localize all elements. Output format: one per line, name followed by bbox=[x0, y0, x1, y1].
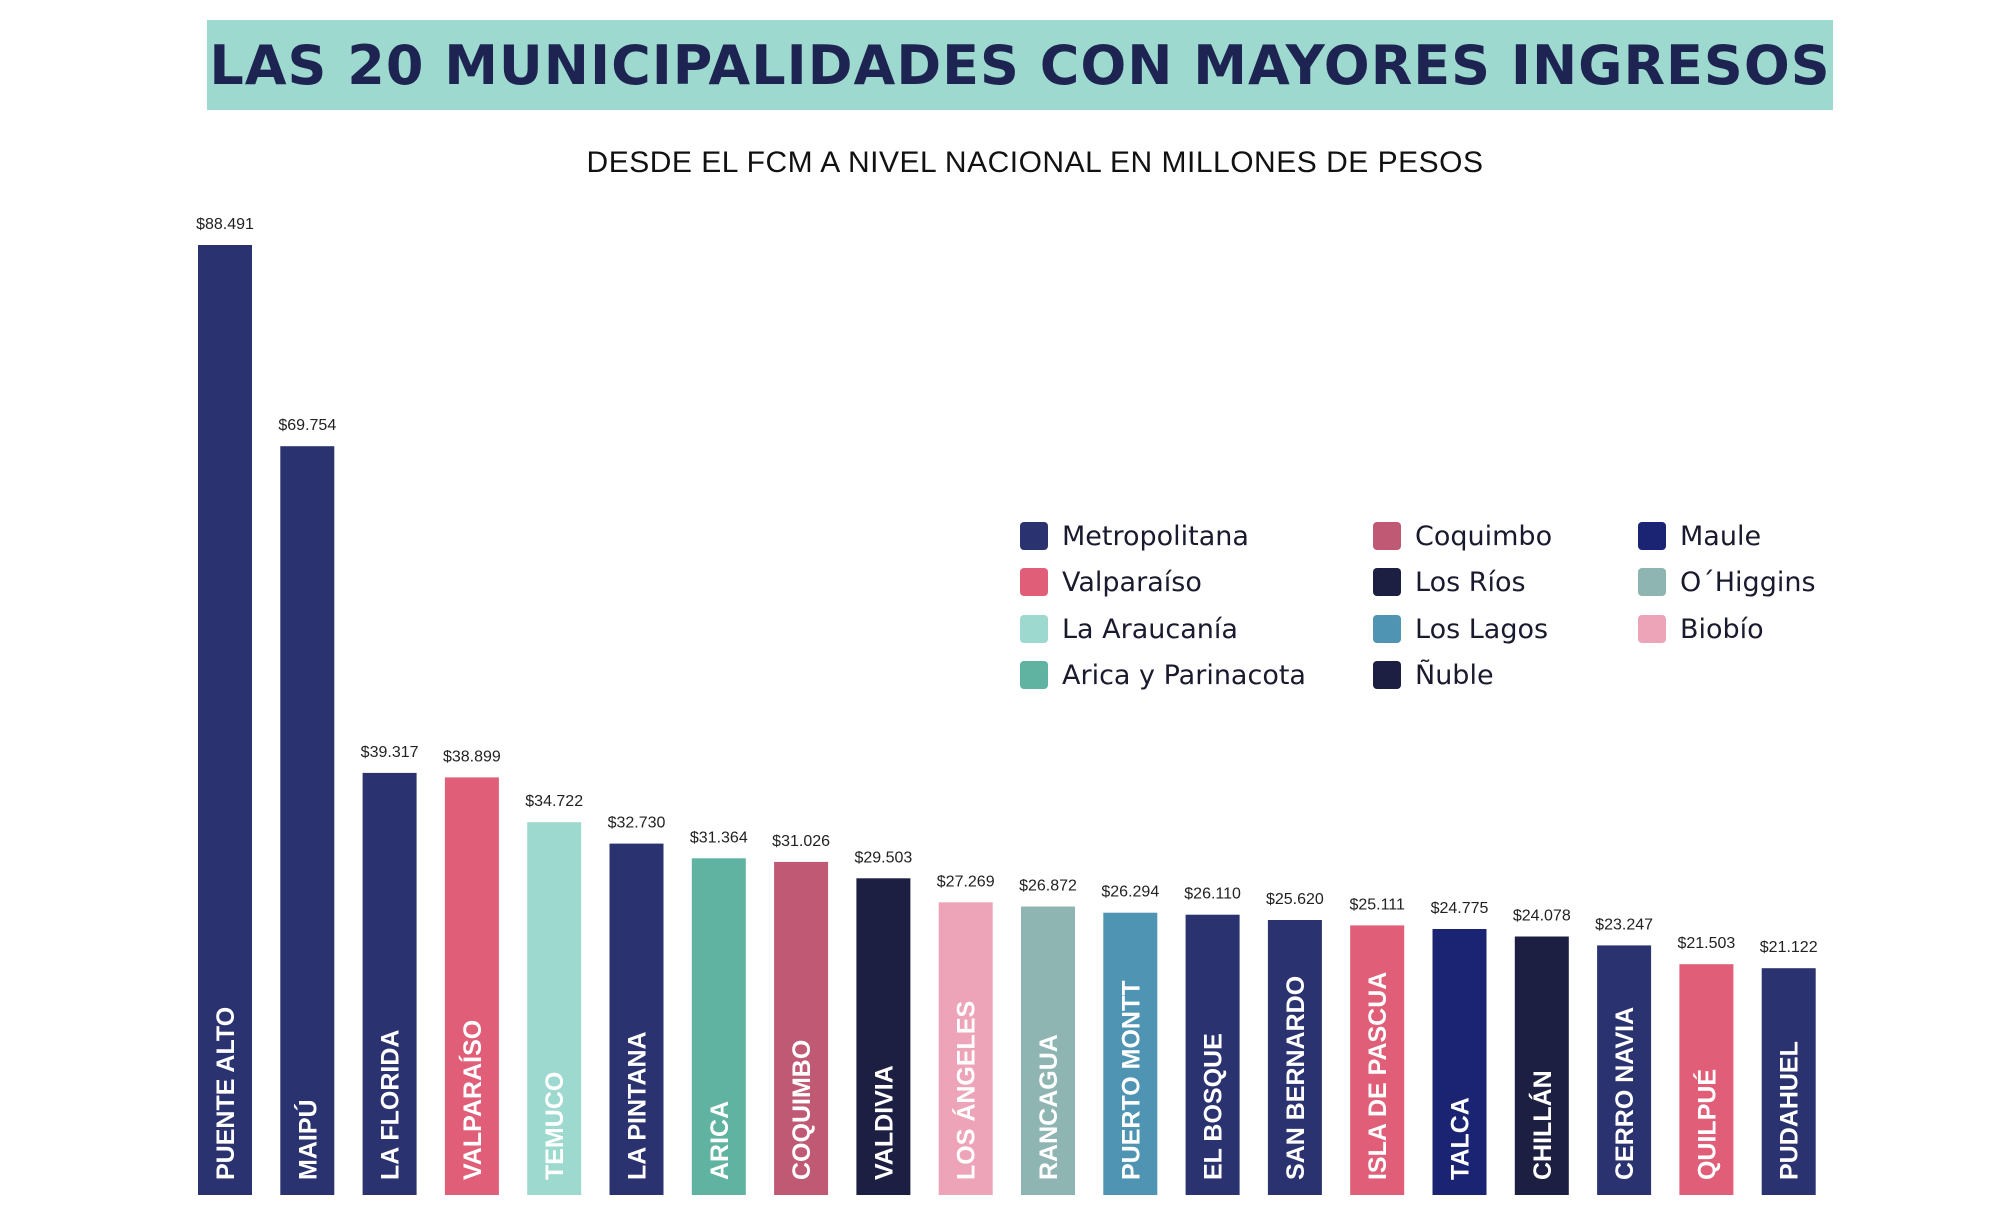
category-label: LA PINTANA bbox=[624, 1031, 652, 1180]
data-label: $34.722 bbox=[525, 793, 583, 810]
bar bbox=[938, 902, 993, 1195]
category-label: VALDIVIA bbox=[870, 1065, 898, 1180]
data-label: $31.364 bbox=[690, 829, 748, 846]
category-label: LA FLORIDA bbox=[377, 1030, 405, 1180]
category-label: QUILPUÉ bbox=[1692, 1069, 1721, 1180]
bar bbox=[1679, 964, 1734, 1195]
category-label: VALPARAÍSO bbox=[458, 1020, 487, 1180]
bar bbox=[444, 777, 499, 1195]
data-label: $38.899 bbox=[443, 748, 501, 765]
title-banner: LAS 20 MUNICIPALIDADES CON MAYORES INGRE… bbox=[207, 20, 1833, 110]
bar bbox=[1267, 920, 1322, 1195]
bar bbox=[362, 772, 417, 1195]
bar bbox=[1350, 925, 1405, 1195]
bar bbox=[1021, 906, 1075, 1195]
category-label: PUDAHUEL bbox=[1776, 1041, 1804, 1180]
bar bbox=[198, 245, 252, 1195]
bar bbox=[856, 878, 911, 1195]
data-label: $29.503 bbox=[854, 849, 912, 866]
bar bbox=[1597, 945, 1652, 1195]
bar bbox=[1761, 968, 1816, 1195]
category-label: TEMUCO bbox=[541, 1072, 569, 1180]
category-label: RANCAGUA bbox=[1035, 1034, 1063, 1180]
category-label: COQUIMBO bbox=[788, 1040, 816, 1180]
data-label: $21.122 bbox=[1760, 939, 1818, 956]
data-label: $31.026 bbox=[772, 833, 830, 850]
category-label: SAN BERNARDO bbox=[1282, 976, 1310, 1180]
category-label: LOS ÁNGELES bbox=[952, 1001, 981, 1180]
bar bbox=[280, 446, 335, 1195]
bar bbox=[1514, 936, 1569, 1195]
bar bbox=[1103, 912, 1158, 1195]
chart-title: LAS 20 MUNICIPALIDADES CON MAYORES INGRE… bbox=[209, 33, 1831, 97]
category-label: TALCA bbox=[1447, 1097, 1475, 1180]
data-label: $26.110 bbox=[1184, 886, 1241, 903]
data-label: $26.872 bbox=[1019, 878, 1077, 895]
bar bbox=[774, 861, 829, 1195]
data-label: $23.247 bbox=[1595, 916, 1653, 933]
category-label: PUENTE ALTO bbox=[212, 1007, 240, 1180]
data-label: $21.503 bbox=[1677, 935, 1735, 952]
data-label: $32.730 bbox=[608, 815, 666, 832]
data-label: $24.775 bbox=[1431, 900, 1489, 917]
data-label: $25.111 bbox=[1349, 896, 1405, 913]
bar bbox=[691, 858, 746, 1195]
category-label: ARICA bbox=[706, 1101, 734, 1180]
data-label: $39.317 bbox=[361, 744, 419, 761]
bar bbox=[1185, 914, 1240, 1195]
category-label: ISLA DE PASCUA bbox=[1364, 972, 1392, 1180]
bar bbox=[609, 843, 664, 1195]
category-label: EL BOSQUE bbox=[1200, 1033, 1228, 1180]
data-label: $25.620 bbox=[1266, 891, 1324, 908]
category-label: CERRO NAVIA bbox=[1611, 1007, 1639, 1180]
data-label: $88.491 bbox=[196, 216, 254, 233]
category-label: PUERTO MONTT bbox=[1117, 980, 1145, 1180]
data-label: $24.078 bbox=[1513, 908, 1571, 925]
bar bbox=[1432, 929, 1487, 1195]
category-label: MAIPÚ bbox=[292, 1099, 322, 1180]
category-label: CHILLÁN bbox=[1528, 1070, 1557, 1180]
data-label: $27.269 bbox=[937, 873, 995, 890]
data-label: $69.754 bbox=[278, 417, 336, 434]
bar bbox=[527, 822, 582, 1195]
chart-subtitle: DESDE EL FCM A NIVEL NACIONAL EN MILLONE… bbox=[586, 146, 1484, 179]
data-label: $26.294 bbox=[1101, 884, 1159, 901]
